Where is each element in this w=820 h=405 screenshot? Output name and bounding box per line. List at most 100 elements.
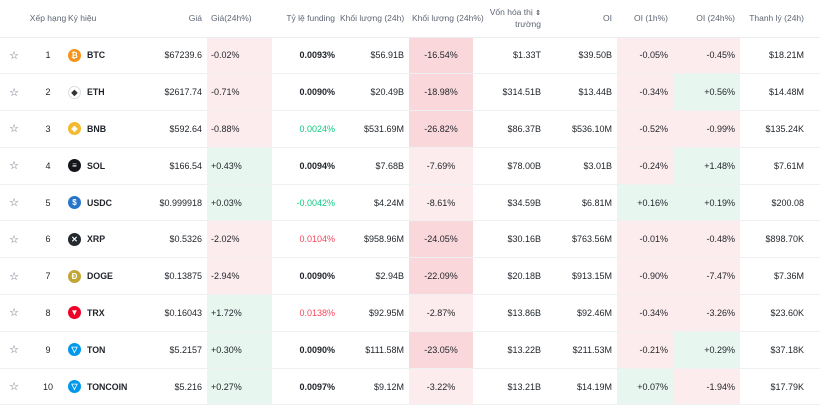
header-volume-change[interactable]: Khối lượng (24h%): [409, 0, 484, 38]
oi-24h-cell: -1.94%: [673, 368, 740, 405]
star-icon[interactable]: ☆: [9, 381, 19, 394]
change-24h-cell: +0.03%: [207, 184, 272, 221]
symbol-cell[interactable]: ≡ SOL: [68, 147, 138, 184]
oi-cell: $13.44B: [578, 87, 612, 98]
header-oi-24h[interactable]: OI (24h%): [673, 0, 740, 38]
volume-cell: $531.69M: [363, 123, 404, 134]
oi-cell: $211.53M: [572, 344, 612, 355]
bnb-icon: ◈: [68, 122, 81, 136]
coin[interactable]: ◈ BNB: [68, 122, 138, 136]
eth-icon: ◆: [68, 85, 81, 99]
change-24h-cell: -0.71%: [207, 73, 272, 111]
trx-icon: ▼: [68, 306, 81, 320]
header-star: [0, 0, 28, 38]
header-liquidation[interactable]: Thanh lý (24h): [740, 0, 804, 38]
header-market-cap[interactable]: Vốn hóa thị ⇕ trường: [473, 0, 546, 38]
oi-1h-cell: +0.16%: [617, 184, 673, 221]
oi-24h-cell: -7.47%: [673, 257, 740, 295]
header-change-24h[interactable]: Giá(24h%): [207, 0, 272, 38]
header-rank[interactable]: Xếp hạng: [28, 0, 68, 38]
oi-24h-cell: -0.48%: [673, 220, 740, 258]
header-price[interactable]: Giá: [138, 0, 207, 38]
header-oi[interactable]: OI: [546, 0, 617, 38]
symbol-cell[interactable]: ◈ BNB: [68, 111, 138, 148]
change-24h-value: -0.02%: [211, 50, 240, 61]
table-row[interactable]: ☆ 9 ▽ TON $5.2157 +0.30% 0.0090% $111.58M -23.05…: [0, 331, 820, 369]
oi-24h-cell: -0.45%: [673, 37, 740, 74]
star-icon[interactable]: ☆: [9, 86, 19, 99]
symbol-cell[interactable]: ✕ XRP: [68, 221, 138, 258]
coin[interactable]: ▽ TONCOIN: [68, 380, 138, 394]
funding-cell: 0.0097%: [299, 381, 335, 392]
favorite-star-cell: ☆: [0, 368, 28, 405]
overflow-cell: [804, 37, 820, 74]
table-row[interactable]: ☆ 8 ▼ TRX $0.16043 +1.72% 0.0138% $92.95M -2.87%…: [0, 294, 820, 332]
oi-1h-cell: -0.05%: [617, 37, 673, 74]
header-funding[interactable]: Tỷ lệ funding: [272, 0, 340, 38]
change-24h-cell: -2.02%: [207, 220, 272, 258]
table-row[interactable]: ☆ 10 ▽ TONCOIN $5.216 +0.27% 0.0097% $9.12M -3.2…: [0, 368, 820, 405]
coin[interactable]: $ USDC: [68, 196, 138, 210]
table-row[interactable]: ☆ 3 ◈ BNB $592.64 -0.88% 0.0024% $531.69M -26.82…: [0, 110, 820, 148]
rank-cell: 5: [45, 197, 51, 208]
star-icon[interactable]: ☆: [9, 270, 19, 283]
favorite-star-cell: ☆: [0, 184, 28, 221]
symbol-label: BNB: [87, 123, 107, 134]
symbol-label: SOL: [87, 160, 106, 171]
volume-cell: $958.96M: [363, 234, 404, 245]
symbol-cell[interactable]: ₿ BTC: [68, 37, 138, 74]
funding-cell: 0.0090%: [299, 87, 335, 98]
table-row[interactable]: ☆ 2 ◆ ETH $2617.74 -0.71% 0.0090% $20.49B -18.98…: [0, 73, 820, 111]
symbol-cell[interactable]: ▽ TONCOIN: [68, 368, 138, 405]
coin[interactable]: ▼ TRX: [68, 306, 138, 320]
oi-24h-cell: -3.26%: [673, 294, 740, 332]
market-cap-cell: $314.51B: [502, 87, 541, 98]
table-row[interactable]: ☆ 7 Ð DOGE $0.13875 -2.94% 0.0090% $2.94B -22.09…: [0, 257, 820, 295]
symbol-cell[interactable]: ▼ TRX: [68, 295, 138, 332]
star-icon[interactable]: ☆: [9, 49, 19, 62]
table-row[interactable]: ☆ 5 $ USDC $0.999918 +0.03% -0.0042% $4.24M -8.6…: [0, 184, 820, 221]
change-24h-value: -2.02%: [211, 234, 240, 245]
oi-1h-cell: +0.07%: [617, 368, 673, 405]
symbol-cell[interactable]: Ð DOGE: [68, 258, 138, 295]
volume-change-cell: -16.54%: [409, 37, 473, 74]
rank-cell: 7: [45, 271, 51, 282]
coin[interactable]: ₿ BTC: [68, 48, 138, 62]
sol-icon: ≡: [68, 159, 81, 173]
change-24h-value: -2.94%: [211, 271, 240, 282]
coin[interactable]: ≡ SOL: [68, 159, 138, 173]
volume-change-cell: -7.69%: [409, 147, 473, 185]
coin[interactable]: ✕ XRP: [68, 232, 138, 246]
table-row[interactable]: ☆ 4 ≡ SOL $166.54 +0.43% 0.0094% $7.68B -7.69% $7…: [0, 147, 820, 185]
star-icon[interactable]: ☆: [9, 307, 19, 320]
star-icon[interactable]: ☆: [9, 344, 19, 357]
symbol-cell[interactable]: ▽ TON: [68, 331, 138, 368]
symbol-cell[interactable]: $ USDC: [68, 184, 138, 221]
coin[interactable]: ◆ ETH: [68, 85, 138, 99]
symbol-label: TRX: [87, 307, 105, 318]
coin[interactable]: ▽ TON: [68, 343, 138, 357]
star-icon[interactable]: ☆: [9, 197, 19, 210]
coin[interactable]: Ð DOGE: [68, 269, 138, 283]
table-row[interactable]: ☆ 1 ₿ BTC $67239.6 -0.02% 0.0093% $56.91B -16.54…: [0, 37, 820, 74]
favorite-star-cell: ☆: [0, 258, 28, 295]
price-cell: $592.64: [169, 123, 202, 134]
symbol-cell[interactable]: ◆ ETH: [68, 74, 138, 111]
star-icon[interactable]: ☆: [9, 123, 19, 136]
oi-cell: $763.56M: [571, 234, 612, 245]
header-volume[interactable]: Khối lượng (24h): [340, 0, 409, 38]
favorite-star-cell: ☆: [0, 111, 28, 148]
star-icon[interactable]: ☆: [9, 160, 19, 173]
volume-cell: $56.91B: [370, 50, 404, 61]
rank-cell: 6: [45, 234, 51, 245]
header-oi-1h[interactable]: OI (1h%): [617, 0, 673, 38]
change-24h-value: +0.03%: [211, 197, 242, 208]
header-symbol[interactable]: Ký hiệu: [68, 0, 138, 38]
oi-cell: $92.46M: [576, 307, 612, 318]
market-cap-cell: $78.00B: [507, 160, 541, 171]
table-row[interactable]: ☆ 6 ✕ XRP $0.5326 -2.02% 0.0104% $958.96M -24.05…: [0, 220, 820, 258]
change-24h-cell: -2.94%: [207, 257, 272, 295]
rank-cell: 2: [45, 87, 51, 98]
star-icon[interactable]: ☆: [9, 233, 19, 246]
volume-cell: $7.68B: [375, 160, 404, 171]
